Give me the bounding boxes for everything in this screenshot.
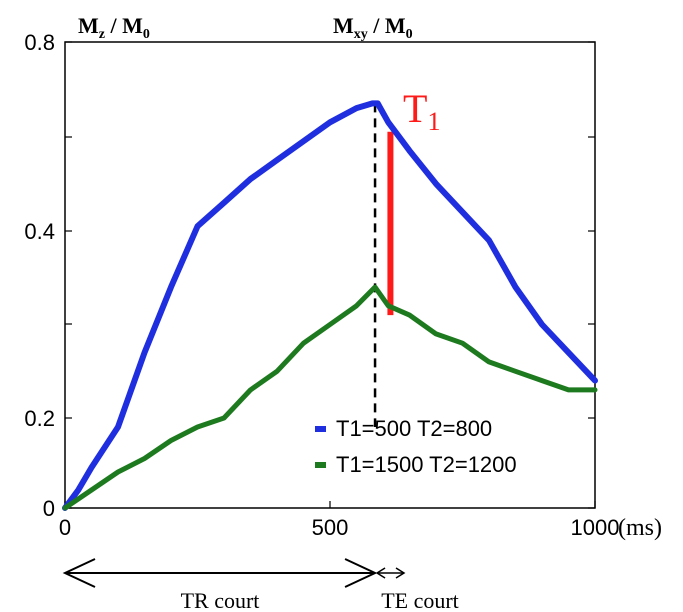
annotations: T1 bbox=[373, 86, 440, 427]
y-tick-label: 0 bbox=[43, 496, 55, 521]
te-arrow-head-left bbox=[375, 567, 386, 579]
y-axis: 0 0.2 0.4 0.8 bbox=[24, 30, 595, 521]
tr-arrow-head-right bbox=[344, 558, 378, 588]
plot-frame bbox=[64, 41, 596, 509]
x-axis: 0 500 1000 bbox=[59, 501, 620, 540]
series-line-1 bbox=[62, 100, 598, 511]
y-tick-label: 0.2 bbox=[24, 406, 55, 431]
y-tick-label: 0.4 bbox=[24, 219, 55, 244]
tr-court-label: TR court bbox=[181, 588, 260, 612]
x-unit-label: (ms) bbox=[618, 515, 662, 541]
t1-label: T1 bbox=[403, 86, 440, 136]
legend-entry-1: T1=500 T2=800 bbox=[336, 416, 492, 441]
top-label-mz-m0: Mz / M0 bbox=[78, 13, 150, 42]
series-line-2 bbox=[62, 284, 598, 511]
legend-entry-2: T1=1500 T2=1200 bbox=[336, 452, 517, 477]
time-arrows: TR court TE court bbox=[62, 558, 459, 612]
x-tick-label: 0 bbox=[59, 515, 71, 540]
top-label-mxy-m0: Mxy / M0 bbox=[333, 13, 413, 42]
y-tick-label: 0.8 bbox=[24, 30, 55, 55]
x-tick-label: 500 bbox=[312, 515, 349, 540]
te-arrow-head-right bbox=[395, 567, 406, 579]
legend: T1=500 T2=800 T1=1500 T2=1200 bbox=[315, 416, 517, 477]
x-tick-label: 1000 bbox=[571, 515, 620, 540]
tr-arrow-head-left bbox=[62, 558, 96, 588]
series-layer bbox=[62, 100, 598, 511]
te-court-label: TE court bbox=[381, 588, 459, 612]
